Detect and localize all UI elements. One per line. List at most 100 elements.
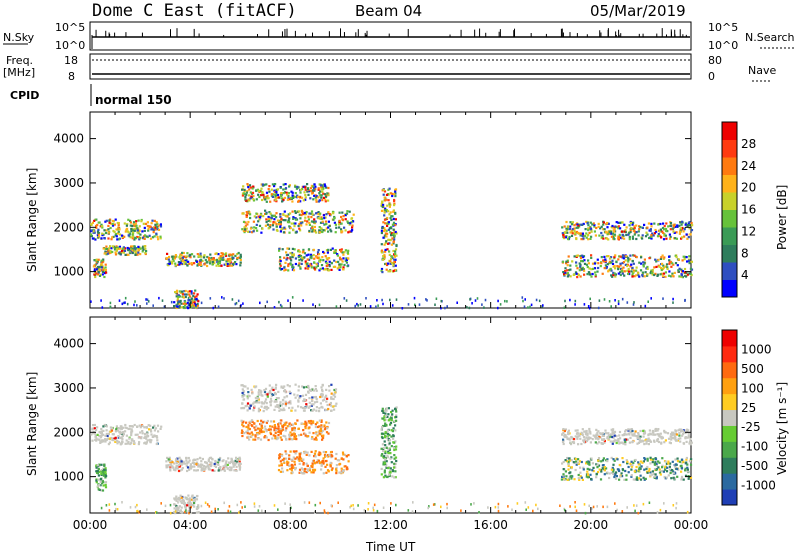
data-cell <box>109 430 112 433</box>
data-cell <box>628 441 631 444</box>
data-cell <box>183 261 186 264</box>
ground-scatter-cell <box>90 300 92 303</box>
nsky-trace <box>91 28 690 49</box>
data-cell <box>394 407 397 411</box>
data-cell <box>323 223 326 226</box>
data-cell <box>317 249 320 252</box>
data-cell <box>652 433 655 436</box>
data-cell <box>100 463 103 466</box>
data-cell <box>347 249 350 252</box>
data-cell <box>280 192 283 195</box>
data-cell <box>202 465 205 468</box>
data-cell <box>278 457 281 460</box>
data-cell <box>188 290 191 293</box>
data-cell <box>681 236 684 239</box>
data-cell <box>332 405 335 408</box>
data-cell <box>383 416 386 419</box>
data-cell <box>623 438 626 442</box>
data-cell <box>320 188 323 191</box>
data-cell <box>291 210 294 213</box>
data-cell <box>297 400 300 403</box>
data-cell <box>381 205 384 208</box>
data-cell <box>127 218 130 221</box>
ground-scatter-cell <box>179 300 182 303</box>
data-cell <box>311 399 314 403</box>
data-cell <box>381 271 384 274</box>
data-cell <box>193 262 196 265</box>
data-cell <box>248 438 251 441</box>
data-cell <box>261 191 264 194</box>
data-cell <box>192 500 195 503</box>
ground-scatter-cell <box>481 303 483 306</box>
data-cell <box>265 408 268 411</box>
data-cell <box>136 425 139 428</box>
data-cell <box>259 438 263 441</box>
data-cell <box>588 463 591 466</box>
ground-scatter-cell <box>587 305 590 308</box>
data-cell <box>223 468 226 471</box>
data-cell <box>292 216 295 219</box>
data-cell <box>331 455 334 458</box>
data-cell <box>394 224 397 227</box>
data-cell <box>668 270 671 273</box>
data-cell <box>269 220 272 223</box>
data-cell <box>123 235 126 238</box>
data-cell <box>101 489 105 492</box>
data-cell <box>169 467 172 470</box>
data-cell <box>206 264 209 268</box>
data-cell <box>385 240 388 243</box>
data-cell <box>611 433 614 436</box>
data-cell <box>138 236 142 240</box>
data-cell <box>175 255 178 258</box>
ground-scatter-cell <box>456 301 458 304</box>
data-cell <box>617 272 620 275</box>
data-cell <box>385 466 388 469</box>
data-cell <box>573 232 576 235</box>
data-cell <box>264 428 267 431</box>
data-cell <box>269 431 272 434</box>
data-cell <box>238 466 241 469</box>
data-cell <box>638 477 641 480</box>
data-cell <box>689 233 692 236</box>
data-cell <box>647 222 650 225</box>
data-cell <box>265 212 268 215</box>
data-cell <box>577 231 580 234</box>
data-cell <box>264 387 268 390</box>
data-cell <box>286 460 289 463</box>
data-cell <box>612 472 615 475</box>
data-cell <box>192 459 195 462</box>
data-cell <box>345 455 348 458</box>
data-cell <box>242 185 245 188</box>
data-cell <box>284 391 287 394</box>
data-cell <box>615 435 618 438</box>
data-cell <box>652 472 655 475</box>
data-cell <box>618 442 621 445</box>
data-cell <box>210 461 213 464</box>
data-cell <box>174 256 177 259</box>
data-cell <box>98 463 101 466</box>
data-cell <box>392 264 395 267</box>
data-cell <box>690 260 693 263</box>
data-cell <box>600 442 603 445</box>
data-cell <box>324 195 328 198</box>
ground-scatter-cell <box>126 302 129 306</box>
data-cell <box>193 502 196 505</box>
data-cell <box>659 257 662 260</box>
data-cell <box>337 260 340 263</box>
data-cell <box>265 220 268 224</box>
data-cell <box>645 440 648 443</box>
data-cell <box>107 231 110 234</box>
data-cell <box>341 230 344 233</box>
data-cell <box>259 391 263 394</box>
data-cell <box>646 465 649 469</box>
data-cell <box>143 229 146 232</box>
data-cell <box>617 238 620 241</box>
data-cell <box>307 248 311 251</box>
data-cell <box>575 223 578 226</box>
data-cell <box>244 229 247 232</box>
data-cell <box>242 398 246 401</box>
data-cell <box>573 230 576 233</box>
data-cell <box>346 466 349 469</box>
data-cell <box>326 397 329 400</box>
